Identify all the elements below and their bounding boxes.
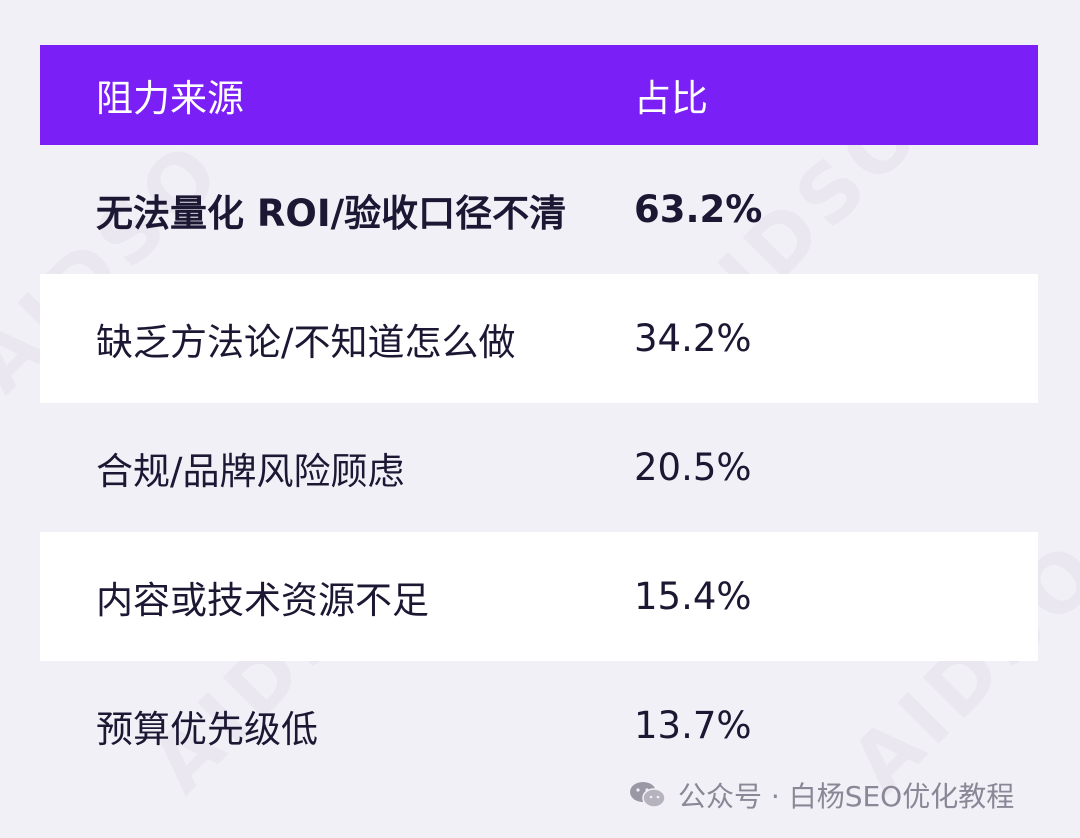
table-header: 阻力来源 占比: [40, 45, 1038, 145]
row-share: 34.2%: [634, 317, 752, 360]
row-source: 预算优先级低: [96, 707, 318, 751]
footer-attribution: 公众号 · 白杨SEO优化教程: [628, 775, 1014, 815]
table-row: 缺乏方法论/不知道怎么做 34.2%: [40, 274, 1038, 403]
row-share: 15.4%: [634, 575, 752, 618]
footer-text: 公众号 · 白杨SEO优化教程: [678, 780, 1015, 813]
table-row: 合规/品牌风险顾虑 20.5%: [40, 403, 1038, 532]
row-source: 合规/品牌风险顾虑: [96, 449, 405, 493]
table-row: 内容或技术资源不足 15.4%: [40, 532, 1038, 661]
row-source: 无法量化 ROI/验收口径不清: [96, 191, 567, 235]
table-row: 预算优先级低 13.7%: [40, 661, 1038, 790]
resistance-table: 阻力来源 占比 无法量化 ROI/验收口径不清 63.2% 缺乏方法论/不知道怎…: [40, 45, 1038, 790]
row-share: 20.5%: [634, 446, 752, 489]
row-share: 63.2%: [634, 188, 763, 231]
row-source: 内容或技术资源不足: [96, 578, 429, 622]
wechat-icon: [630, 782, 666, 808]
table-row: 无法量化 ROI/验收口径不清 63.2%: [40, 145, 1038, 274]
row-source: 缺乏方法论/不知道怎么做: [96, 320, 516, 364]
row-share: 13.7%: [634, 704, 752, 747]
header-source: 阻力来源: [96, 77, 244, 120]
header-share: 占比: [634, 77, 708, 120]
